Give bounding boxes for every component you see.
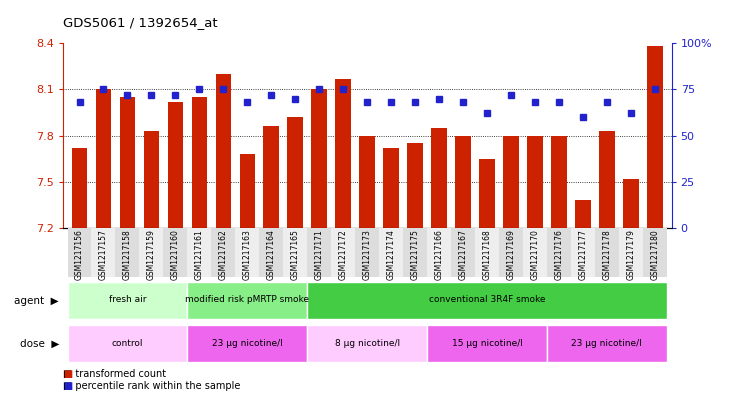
Text: GSM1217173: GSM1217173 (362, 230, 372, 280)
Bar (527, 136, 542, 228)
Text: GSM1217167: GSM1217167 (458, 230, 468, 280)
Text: dose  ▶: dose ▶ (20, 339, 59, 349)
FancyBboxPatch shape (547, 325, 667, 362)
Text: ■ transformed count: ■ transformed count (63, 369, 166, 379)
Text: GSM1217175: GSM1217175 (410, 230, 420, 280)
Text: GDS5061 / 1392654_at: GDS5061 / 1392654_at (63, 16, 218, 29)
Text: GSM1217166: GSM1217166 (435, 230, 444, 280)
Text: GSM1217171: GSM1217171 (314, 230, 324, 280)
Text: fresh air: fresh air (108, 296, 146, 304)
Bar (575, 200, 590, 228)
FancyBboxPatch shape (403, 228, 427, 277)
Text: GSM1217158: GSM1217158 (123, 230, 132, 280)
Bar (120, 97, 135, 228)
Text: ■: ■ (63, 381, 72, 391)
FancyBboxPatch shape (475, 228, 499, 277)
Text: GSM1217157: GSM1217157 (99, 230, 108, 280)
FancyBboxPatch shape (619, 228, 643, 277)
Text: GSM1217174: GSM1217174 (387, 230, 396, 280)
Bar (311, 89, 327, 228)
Text: GSM1217180: GSM1217180 (650, 230, 659, 280)
FancyBboxPatch shape (92, 228, 115, 277)
FancyBboxPatch shape (67, 282, 187, 319)
FancyBboxPatch shape (331, 228, 355, 277)
Text: GSM1217172: GSM1217172 (339, 230, 348, 280)
FancyBboxPatch shape (643, 228, 667, 277)
Bar (647, 46, 663, 228)
FancyBboxPatch shape (115, 228, 139, 277)
Bar (263, 126, 279, 228)
Text: GSM1217162: GSM1217162 (219, 230, 228, 280)
Bar (359, 136, 375, 228)
Text: control: control (111, 339, 143, 347)
FancyBboxPatch shape (187, 228, 211, 277)
FancyBboxPatch shape (187, 325, 307, 362)
Text: GSM1217177: GSM1217177 (579, 230, 587, 280)
Bar (623, 179, 638, 228)
Text: GSM1217179: GSM1217179 (627, 230, 635, 280)
Bar (383, 148, 399, 228)
FancyBboxPatch shape (379, 228, 403, 277)
Bar (479, 159, 494, 228)
Text: GSM1217168: GSM1217168 (483, 230, 492, 280)
FancyBboxPatch shape (307, 325, 427, 362)
Bar (288, 117, 303, 228)
Text: ■ percentile rank within the sample: ■ percentile rank within the sample (63, 381, 240, 391)
Bar (335, 79, 351, 228)
Bar (503, 136, 519, 228)
FancyBboxPatch shape (307, 282, 667, 319)
FancyBboxPatch shape (523, 228, 547, 277)
FancyBboxPatch shape (427, 325, 547, 362)
Text: GSM1217169: GSM1217169 (506, 230, 515, 280)
FancyBboxPatch shape (67, 228, 92, 277)
FancyBboxPatch shape (499, 228, 523, 277)
Bar (240, 154, 255, 228)
Text: GSM1217156: GSM1217156 (75, 230, 84, 280)
Text: GSM1217178: GSM1217178 (602, 230, 611, 280)
FancyBboxPatch shape (571, 228, 595, 277)
Text: 23 µg nicotine/l: 23 µg nicotine/l (571, 339, 642, 347)
Text: GSM1217165: GSM1217165 (291, 230, 300, 280)
Text: GSM1217163: GSM1217163 (243, 230, 252, 280)
Bar (96, 89, 111, 228)
FancyBboxPatch shape (307, 228, 331, 277)
Bar (431, 128, 446, 228)
FancyBboxPatch shape (595, 228, 619, 277)
Text: GSM1217164: GSM1217164 (266, 230, 276, 280)
FancyBboxPatch shape (355, 228, 379, 277)
Text: modified risk pMRTP smoke: modified risk pMRTP smoke (185, 296, 309, 304)
Text: GSM1217170: GSM1217170 (531, 230, 539, 280)
FancyBboxPatch shape (67, 325, 187, 362)
Bar (168, 102, 183, 228)
Text: 15 µg nicotine/l: 15 µg nicotine/l (452, 339, 523, 347)
FancyBboxPatch shape (451, 228, 475, 277)
Bar (215, 74, 231, 228)
FancyBboxPatch shape (211, 228, 235, 277)
FancyBboxPatch shape (163, 228, 187, 277)
Bar (551, 136, 567, 228)
Bar (72, 148, 87, 228)
Bar (192, 97, 207, 228)
Text: conventional 3R4F smoke: conventional 3R4F smoke (429, 296, 545, 304)
Text: GSM1217161: GSM1217161 (195, 230, 204, 280)
FancyBboxPatch shape (187, 282, 307, 319)
Bar (144, 131, 159, 228)
Text: GSM1217176: GSM1217176 (554, 230, 563, 280)
FancyBboxPatch shape (427, 228, 451, 277)
FancyBboxPatch shape (139, 228, 163, 277)
FancyBboxPatch shape (259, 228, 283, 277)
Text: GSM1217160: GSM1217160 (171, 230, 180, 280)
Bar (407, 143, 423, 228)
Text: ■: ■ (63, 369, 72, 379)
Text: 23 µg nicotine/l: 23 µg nicotine/l (212, 339, 283, 347)
FancyBboxPatch shape (235, 228, 259, 277)
Text: GSM1217159: GSM1217159 (147, 230, 156, 280)
FancyBboxPatch shape (547, 228, 571, 277)
Text: 8 µg nicotine/l: 8 µg nicotine/l (334, 339, 400, 347)
FancyBboxPatch shape (283, 228, 307, 277)
Bar (455, 136, 471, 228)
Text: agent  ▶: agent ▶ (15, 296, 59, 306)
Bar (599, 131, 615, 228)
